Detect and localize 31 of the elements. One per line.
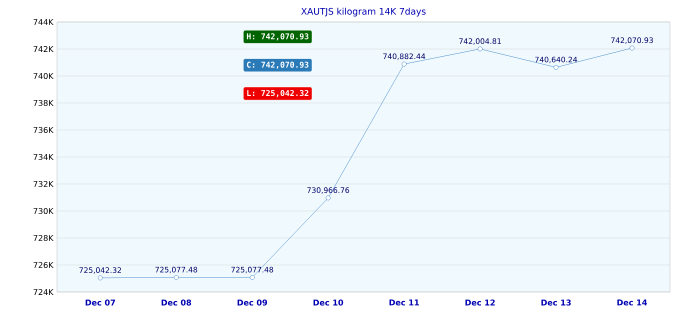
y-tick-label: 734K — [34, 154, 54, 160]
y-tick-label: 740K — [34, 72, 54, 80]
y-tick-label: 744K — [34, 19, 54, 25]
point — [174, 275, 179, 280]
y-tick-label: 724K — [34, 289, 54, 295]
y-tick-label: 736K — [34, 126, 54, 134]
point — [98, 276, 103, 280]
x-tick-label: Dec 08 — [162, 300, 192, 306]
y-tick-label: 742K — [34, 46, 54, 52]
x-tick-label: Dec 12 — [465, 300, 495, 306]
y-tick-label: 730K — [34, 208, 54, 214]
y-tick-label: 732K — [34, 180, 54, 188]
point — [630, 46, 634, 50]
point — [478, 46, 482, 52]
point — [250, 275, 255, 280]
x-tick-label: Dec 09 — [238, 300, 268, 306]
y-tick-label: 726K — [34, 262, 54, 268]
x-tick-label: Dec 14 — [617, 300, 647, 306]
point — [402, 62, 407, 66]
point — [326, 196, 331, 200]
x-tick-label: Dec 07 — [86, 300, 116, 306]
annotation: C: 742,070.93 — [246, 62, 308, 69]
annotation: H: 742,070.93 — [246, 33, 308, 40]
x-tick-label: Dec 13 — [541, 300, 571, 306]
point — [554, 64, 558, 70]
x-tick-label: Dec 11 — [390, 300, 419, 306]
annotation: L: 725,042.32 — [247, 90, 308, 98]
y-tick-label: 728K — [34, 234, 54, 242]
x-tick-label: Dec 10 — [314, 300, 344, 306]
y-tick-label: 738K — [34, 100, 54, 106]
chart-title: XAUTJS kilogram 14K 7days — [301, 8, 426, 16]
